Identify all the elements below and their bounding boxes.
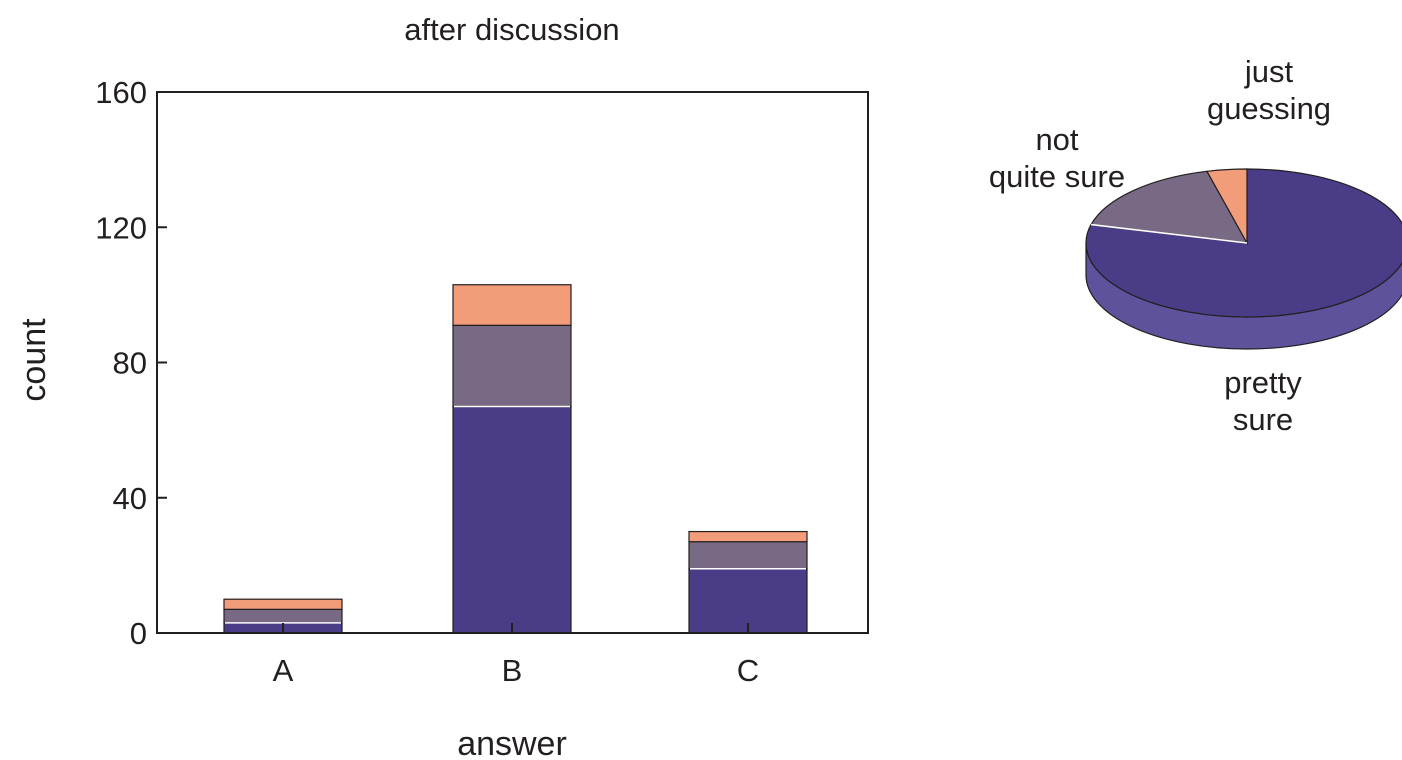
bar-segment-b-1 (452, 324, 572, 408)
bar-segment-c-2 (688, 530, 808, 543)
bar-marks (223, 284, 808, 634)
y-tick-label: 120 (95, 210, 147, 245)
x-tick-label-c: C (737, 653, 759, 688)
x-tick-label-a: A (273, 653, 294, 688)
y-axis-label: count (15, 318, 53, 402)
pie-label-line: quite sure (989, 159, 1125, 194)
pie-slice-not-quite-sure (1090, 170, 1249, 244)
x-axis-ticks: A B C (273, 623, 759, 688)
bar-segment-a-1 (223, 608, 343, 624)
pie-marks (1085, 168, 1402, 350)
x-axis-label: answer (457, 725, 567, 760)
pie-slice-divider (1090, 223, 1248, 244)
y-axis-ticks: 0 40 80 120 160 (95, 75, 167, 651)
bar-segment-a-2 (223, 598, 343, 610)
bar-segment-b-2 (452, 284, 572, 326)
pie-labels: pretty sure not quite sure just guessing (989, 54, 1331, 437)
pie-label-line: guessing (1207, 91, 1331, 126)
pie-label-line: not (1035, 122, 1078, 157)
bar-segment-c-0 (688, 568, 808, 634)
bar-segment-b-0 (452, 405, 572, 634)
y-tick-label: 40 (113, 481, 147, 516)
pie-slice-just-guessing (1205, 168, 1248, 246)
bar-segment-c-1 (688, 541, 808, 570)
chart-title: after discussion (404, 12, 619, 47)
y-tick-label: 0 (130, 616, 147, 651)
y-tick-label: 160 (95, 75, 147, 110)
pie-label-pretty-sure: pretty sure (1224, 365, 1302, 437)
pie-label-not-quite-sure: not quite sure (989, 122, 1125, 194)
pie-label-line: pretty (1224, 365, 1302, 400)
pie-chart: pretty sure not quite sure just guessing (989, 54, 1402, 437)
pie-label-line: sure (1233, 402, 1293, 437)
y-tick-label: 80 (113, 346, 147, 381)
pie-label-line: just (1244, 54, 1294, 89)
x-tick-label-b: B (502, 653, 523, 688)
pie-label-just-guessing: just guessing (1207, 54, 1331, 126)
